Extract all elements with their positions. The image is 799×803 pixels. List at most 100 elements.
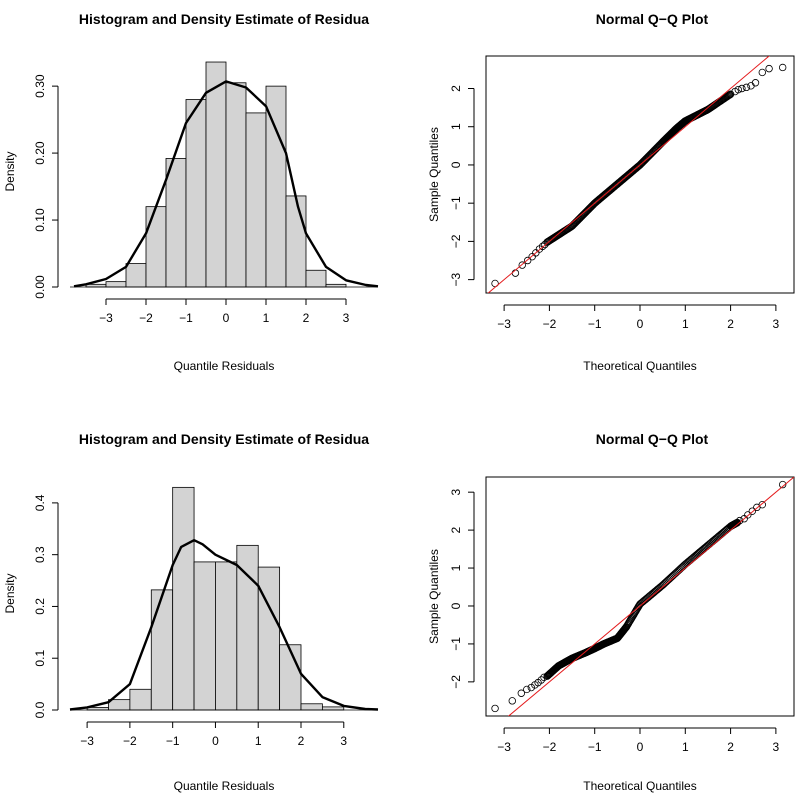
y-axis: −3 −2 −1 0 1 2 bbox=[449, 85, 475, 286]
x-tick-label: −1 bbox=[588, 317, 602, 331]
x-tick-label: 2 bbox=[727, 317, 734, 331]
histogram-bar bbox=[185, 99, 207, 288]
x-tick-label: −3 bbox=[497, 317, 511, 331]
qq-point bbox=[778, 63, 787, 72]
x-tick-label: −3 bbox=[99, 311, 113, 325]
x-tick-label: 0 bbox=[637, 740, 644, 754]
histogram-bar bbox=[129, 688, 152, 711]
y-tick-label: 0.3 bbox=[33, 546, 47, 563]
qq-point bbox=[541, 240, 549, 249]
x-tick-label: 2 bbox=[303, 311, 310, 325]
histogram-bar bbox=[105, 281, 127, 288]
x-tick-label: −1 bbox=[179, 311, 193, 325]
y-axis-title: Sample Quantiles bbox=[427, 127, 441, 222]
qq-point bbox=[537, 676, 545, 684]
x-tick-label: −2 bbox=[139, 311, 153, 325]
histogram-bar bbox=[215, 561, 238, 711]
y-tick-label: 0 bbox=[449, 161, 463, 168]
y-tick-label: 0.10 bbox=[33, 208, 47, 232]
x-axis-title: Quantile Residuals bbox=[174, 359, 275, 373]
x-tick-label: 1 bbox=[682, 317, 689, 331]
plot-area bbox=[491, 477, 794, 716]
histogram-bar bbox=[108, 699, 131, 711]
qq-point bbox=[538, 242, 547, 251]
x-axis: −3 −2 −1 0 1 2 3 bbox=[497, 727, 780, 754]
panel-4-qq-plot: Normal Q−Q Plot Theoretical Quantiles Samp… bbox=[427, 431, 795, 793]
qq-point bbox=[540, 673, 548, 682]
qq-point bbox=[511, 269, 520, 277]
x-axis: −3 −2 −1 0 1 2 3 bbox=[99, 298, 350, 325]
histogram-bar bbox=[279, 644, 302, 711]
density-curve bbox=[69, 539, 379, 711]
qq-point bbox=[725, 91, 733, 99]
y-tick-label: 0.30 bbox=[33, 74, 47, 98]
histogram-bar bbox=[236, 544, 259, 711]
histogram-bar bbox=[257, 566, 281, 711]
qq-tail-points bbox=[491, 480, 787, 713]
y-tick-label: 0.4 bbox=[33, 494, 47, 511]
qq-reference-line bbox=[487, 56, 770, 293]
panel-3-histogram: Histogram and Density Estimate of Residu… bbox=[3, 431, 379, 793]
qq-point bbox=[523, 256, 532, 265]
y-tick-label: 0.20 bbox=[33, 141, 47, 165]
qq-point-band bbox=[543, 518, 742, 680]
qq-point bbox=[765, 64, 773, 73]
histogram-bar bbox=[193, 561, 216, 711]
chart-title: Histogram and Density Estimate of Residu… bbox=[79, 11, 369, 27]
x-tick-label: 2 bbox=[727, 740, 734, 754]
y-axis-title: Sample Quantiles bbox=[427, 549, 441, 644]
y-tick-label: 0.00 bbox=[33, 275, 47, 299]
x-tick-label: −2 bbox=[543, 740, 557, 754]
qq-point bbox=[778, 480, 787, 489]
qq-point bbox=[517, 689, 526, 697]
histogram-bar bbox=[125, 263, 147, 288]
plot-area bbox=[487, 56, 787, 293]
x-tick-label: 1 bbox=[255, 734, 262, 748]
qq-point bbox=[491, 704, 499, 713]
qq-point bbox=[738, 84, 746, 93]
chart-title: Normal Q−Q Plot bbox=[596, 11, 709, 27]
x-axis-title: Quantile Residuals bbox=[174, 779, 275, 793]
y-tick-label: −3 bbox=[449, 272, 463, 286]
qq-point bbox=[758, 500, 766, 509]
y-tick-label: 0.0 bbox=[33, 701, 47, 718]
qq-point bbox=[724, 92, 732, 100]
qq-point bbox=[751, 79, 760, 87]
histogram-bar bbox=[300, 703, 323, 711]
histogram-bars bbox=[86, 486, 345, 711]
x-tick-label: −3 bbox=[80, 734, 94, 748]
x-tick-label: −1 bbox=[588, 740, 602, 754]
x-tick-label: 3 bbox=[773, 740, 780, 754]
qq-point bbox=[726, 91, 734, 99]
y-tick-label: 2 bbox=[449, 526, 463, 533]
y-axis: 0.00 0.10 0.20 0.30 bbox=[33, 74, 59, 299]
histogram-bar bbox=[245, 112, 267, 288]
x-tick-label: 3 bbox=[773, 317, 780, 331]
qq-point bbox=[726, 90, 735, 98]
qq-point bbox=[523, 685, 531, 694]
x-tick-label: −2 bbox=[543, 317, 557, 331]
x-tick-label: 3 bbox=[340, 734, 347, 748]
qq-reference-line bbox=[507, 477, 794, 716]
x-tick-label: −3 bbox=[497, 740, 511, 754]
density-curve bbox=[73, 80, 379, 288]
x-tick-label: 0 bbox=[223, 311, 230, 325]
histogram-bar bbox=[325, 283, 347, 288]
qq-point bbox=[742, 83, 751, 92]
plot-frame bbox=[485, 55, 795, 294]
histogram-bar bbox=[225, 82, 247, 288]
qq-point bbox=[748, 507, 757, 515]
histogram-bar bbox=[205, 61, 227, 288]
x-axis: −3 −2 −1 0 1 2 3 bbox=[497, 304, 780, 331]
y-tick-label: 2 bbox=[449, 85, 463, 92]
x-axis-title: Theoretical Quantiles bbox=[583, 779, 696, 793]
qq-point bbox=[758, 68, 766, 77]
qq-point bbox=[733, 518, 742, 527]
histogram-bars bbox=[85, 61, 347, 288]
chart-title: Histogram and Density Estimate of Residu… bbox=[79, 431, 369, 447]
x-axis-title: Theoretical Quantiles bbox=[583, 359, 696, 373]
y-tick-label: 0.1 bbox=[33, 650, 47, 667]
histogram-bar bbox=[305, 269, 327, 288]
histogram-bar bbox=[172, 486, 195, 711]
